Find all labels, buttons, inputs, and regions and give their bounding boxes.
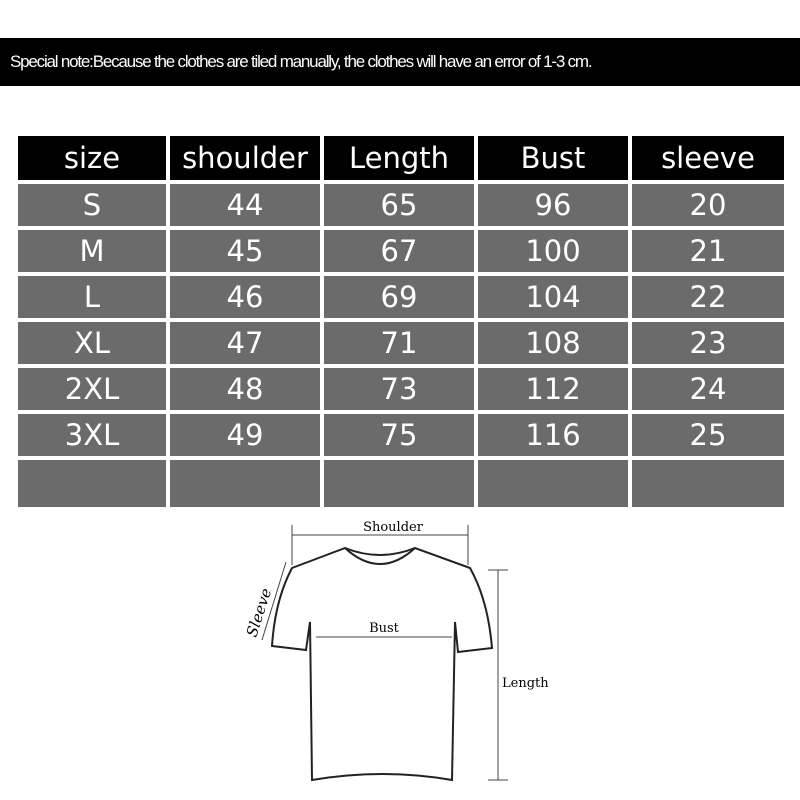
table-cell: 46 <box>170 276 320 318</box>
table-cell: 65 <box>324 184 474 226</box>
table-cell: L <box>18 276 166 318</box>
table-cell: 2XL <box>18 368 166 410</box>
table-cell: 45 <box>170 230 320 272</box>
table-cell: 104 <box>478 276 628 318</box>
table-cell: 44 <box>170 184 320 226</box>
empty-cell <box>170 460 320 507</box>
table-cell: 96 <box>478 184 628 226</box>
header-cell: sleeve <box>632 136 784 180</box>
header-cell: shoulder <box>170 136 320 180</box>
table-cell: S <box>18 184 166 226</box>
table-cell: 100 <box>478 230 628 272</box>
length-label: Length <box>502 676 549 691</box>
table-cell: 67 <box>324 230 474 272</box>
header-cell: Bust <box>478 136 628 180</box>
header-cell: Length <box>324 136 474 180</box>
table-cell: 112 <box>478 368 628 410</box>
table-cell: 25 <box>632 414 784 456</box>
shoulder-label: Shoulder <box>363 520 424 535</box>
table-cell: M <box>18 230 166 272</box>
table-cell: 116 <box>478 414 628 456</box>
sleeve-label: Sleeve <box>243 586 276 639</box>
empty-cell <box>478 460 628 507</box>
special-note: Special note:Because the clothes are til… <box>0 38 800 86</box>
table-cell: 22 <box>632 276 784 318</box>
table-cell: XL <box>18 322 166 364</box>
table-cell: 3XL <box>18 414 166 456</box>
table-cell: 49 <box>170 414 320 456</box>
bust-label: Bust <box>369 621 400 636</box>
table-cell: 21 <box>632 230 784 272</box>
table-cell: 75 <box>324 414 474 456</box>
header-cell: size <box>18 136 166 180</box>
table-cell: 20 <box>632 184 784 226</box>
measure-lines <box>261 525 508 781</box>
table-cell: 24 <box>632 368 784 410</box>
table-cell: 23 <box>632 322 784 364</box>
empty-cell <box>324 460 474 507</box>
tshirt-outline <box>270 546 494 782</box>
table-cell: 71 <box>324 322 474 364</box>
table-cell: 48 <box>170 368 320 410</box>
table-cell: 47 <box>170 322 320 364</box>
table-cell: 73 <box>324 368 474 410</box>
table-cell: 69 <box>324 276 474 318</box>
table-cell: 108 <box>478 322 628 364</box>
empty-cell <box>632 460 784 507</box>
empty-cell <box>18 460 166 507</box>
